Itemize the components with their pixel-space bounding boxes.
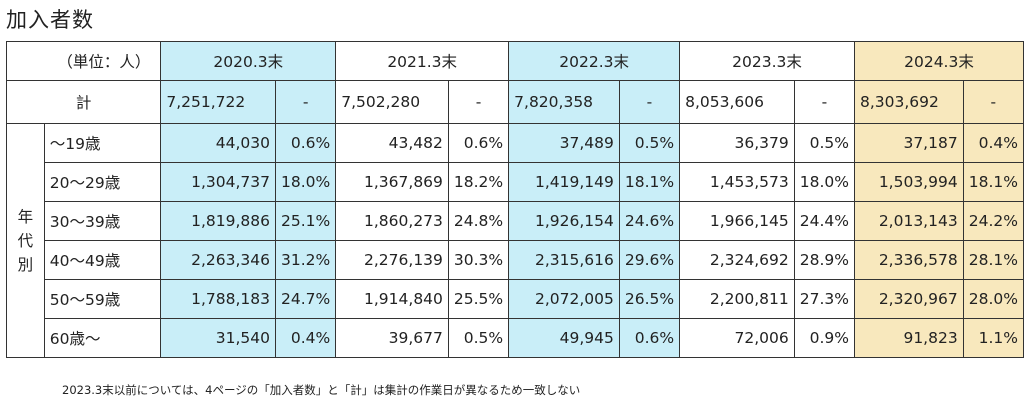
year-header: 2022.3末 bbox=[508, 41, 681, 81]
pct-cell: 0.6% bbox=[618, 318, 681, 358]
side-label-char: 別 bbox=[17, 255, 34, 274]
side-label-char: 年 bbox=[17, 207, 34, 226]
table-row: 年代別～19歳 44,030 0.6% 43,482 0.6% 37,489 0.5% 36,… bbox=[6, 123, 1024, 358]
year-header: 2021.3末 bbox=[335, 41, 510, 81]
total-pct-cell: - bbox=[274, 80, 337, 124]
pct-cell: 24.2% bbox=[962, 201, 1024, 241]
count-cell: 1,304,737 bbox=[160, 162, 276, 202]
table-row: 50～59歳 1,788,183 24.7% 1,914,840 25.5% 2,072,… bbox=[7, 279, 1024, 319]
total-count-cell: 8,303,692 bbox=[853, 80, 964, 124]
page-title: 加入者数 bbox=[6, 8, 94, 32]
header-row: （単位：人） 2020.3末 2021.3末 2022.3末 2023.3末 2024.3… bbox=[5, 41, 1024, 81]
age-label: 20～29歳 bbox=[43, 162, 162, 202]
count-cell: 1,860,273 bbox=[335, 201, 449, 241]
count-cell: 37,489 bbox=[508, 123, 620, 163]
count-cell: 1,453,573 bbox=[679, 162, 795, 202]
table-row: 30～39歳 1,819,886 25.1% 1,860,273 24.8% 1,926,… bbox=[7, 201, 1024, 241]
count-cell: 2,336,578 bbox=[853, 240, 964, 280]
pct-cell: 28.0% bbox=[962, 279, 1024, 319]
pct-cell: 24.8% bbox=[447, 201, 510, 241]
pct-cell: 24.6% bbox=[618, 201, 681, 241]
pct-cell: 28.1% bbox=[962, 240, 1024, 280]
count-cell: 43,482 bbox=[335, 123, 449, 163]
count-cell: 72,006 bbox=[679, 318, 795, 358]
pct-cell: 24.7% bbox=[274, 279, 337, 319]
count-cell: 1,914,840 bbox=[335, 279, 449, 319]
count-cell: 2,276,139 bbox=[335, 240, 449, 280]
count-cell: 1,788,183 bbox=[160, 279, 276, 319]
side-label-char: 代 bbox=[17, 231, 34, 250]
age-label: ～19歳 bbox=[43, 123, 162, 163]
pct-cell: 0.5% bbox=[618, 123, 681, 163]
total-count-cell: 7,502,280 bbox=[335, 80, 449, 124]
pct-cell: 25.5% bbox=[447, 279, 510, 319]
count-cell: 1,926,154 bbox=[508, 201, 620, 241]
pct-cell: 27.3% bbox=[793, 279, 855, 319]
age-label: 60歳～ bbox=[43, 318, 162, 358]
pct-cell: 0.4% bbox=[274, 318, 337, 358]
pct-cell: 28.9% bbox=[793, 240, 855, 280]
pct-cell: 31.2% bbox=[274, 240, 337, 280]
unit-label: （単位：人） bbox=[5, 41, 162, 81]
pct-cell: 18.0% bbox=[274, 162, 337, 202]
count-cell: 1,419,149 bbox=[508, 162, 620, 202]
year-header: 2024.3末 bbox=[853, 41, 1024, 81]
count-cell: 49,945 bbox=[508, 318, 620, 358]
pct-cell: 0.6% bbox=[447, 123, 510, 163]
count-cell: 2,320,967 bbox=[853, 279, 964, 319]
count-cell: 91,823 bbox=[853, 318, 964, 358]
total-count-cell: 8,053,606 bbox=[679, 80, 795, 124]
pct-cell: 0.5% bbox=[447, 318, 510, 358]
pct-cell: 0.9% bbox=[793, 318, 855, 358]
year-header: 2023.3末 bbox=[679, 41, 855, 81]
count-cell: 2,072,005 bbox=[508, 279, 620, 319]
pct-cell: 29.6% bbox=[618, 240, 681, 280]
count-cell: 44,030 bbox=[160, 123, 276, 163]
pct-cell: 18.2% bbox=[447, 162, 510, 202]
total-count-cell: 7,820,358 bbox=[508, 80, 620, 124]
count-cell: 2,200,811 bbox=[679, 279, 795, 319]
count-cell: 2,263,346 bbox=[160, 240, 276, 280]
pct-cell: 25.1% bbox=[274, 201, 337, 241]
total-pct-cell: - bbox=[962, 80, 1024, 124]
age-label: 50～59歳 bbox=[43, 279, 162, 319]
age-label: 40～49歳 bbox=[43, 240, 162, 280]
pct-cell: 0.5% bbox=[793, 123, 855, 163]
pct-cell: 0.4% bbox=[962, 123, 1024, 163]
year-header: 2020.3末 bbox=[160, 41, 337, 81]
count-cell: 1,819,886 bbox=[160, 201, 276, 241]
count-cell: 39,677 bbox=[335, 318, 449, 358]
total-pct-cell: - bbox=[618, 80, 681, 124]
count-cell: 2,013,143 bbox=[853, 201, 964, 241]
table-body: （単位：人） 2020.3末 2021.3末 2022.3末 2023.3末 2024.3… bbox=[5, 41, 1024, 358]
pct-cell: 24.4% bbox=[793, 201, 855, 241]
count-cell: 31,540 bbox=[160, 318, 276, 358]
table-row: 40～49歳 2,263,346 31.2% 2,276,139 30.3% 2,315,… bbox=[7, 240, 1024, 280]
count-cell: 2,315,616 bbox=[508, 240, 620, 280]
pct-cell: 18.1% bbox=[962, 162, 1024, 202]
subscriber-table: （単位：人） 2020.3末 2021.3末 2022.3末 2023.3末 2024.3… bbox=[5, 41, 1024, 358]
count-cell: 1,966,145 bbox=[679, 201, 795, 241]
pct-cell: 18.1% bbox=[618, 162, 681, 202]
total-row: 計 7,251,722-7,502,280-7,820,358-8,053,606… bbox=[5, 80, 1024, 124]
total-count-cell: 7,251,722 bbox=[160, 80, 276, 124]
footnote: 2023.3末以前については、4ページの「加入者数」と「計」は集計の作業日が異な… bbox=[62, 383, 581, 397]
table-row: 20～29歳 1,304,737 18.0% 1,367,869 18.2% 1,419,… bbox=[7, 162, 1024, 202]
count-cell: 36,379 bbox=[679, 123, 795, 163]
pct-cell: 30.3% bbox=[447, 240, 510, 280]
count-cell: 37,187 bbox=[853, 123, 964, 163]
pct-cell: 26.5% bbox=[618, 279, 681, 319]
total-label: 計 bbox=[5, 80, 162, 124]
pct-cell: 1.1% bbox=[962, 318, 1024, 358]
age-label: 30～39歳 bbox=[43, 201, 162, 241]
count-cell: 1,367,869 bbox=[335, 162, 449, 202]
total-pct-cell: - bbox=[793, 80, 855, 124]
count-cell: 2,324,692 bbox=[679, 240, 795, 280]
table-row: 60歳～ 31,540 0.4% 39,677 0.5% 49,945 0.6% 72,006… bbox=[7, 318, 1024, 358]
age-group-side-label: 年代別 bbox=[6, 123, 45, 358]
count-cell: 1,503,994 bbox=[853, 162, 964, 202]
pct-cell: 0.6% bbox=[274, 123, 337, 163]
total-pct-cell: - bbox=[447, 80, 510, 124]
pct-cell: 18.0% bbox=[793, 162, 855, 202]
